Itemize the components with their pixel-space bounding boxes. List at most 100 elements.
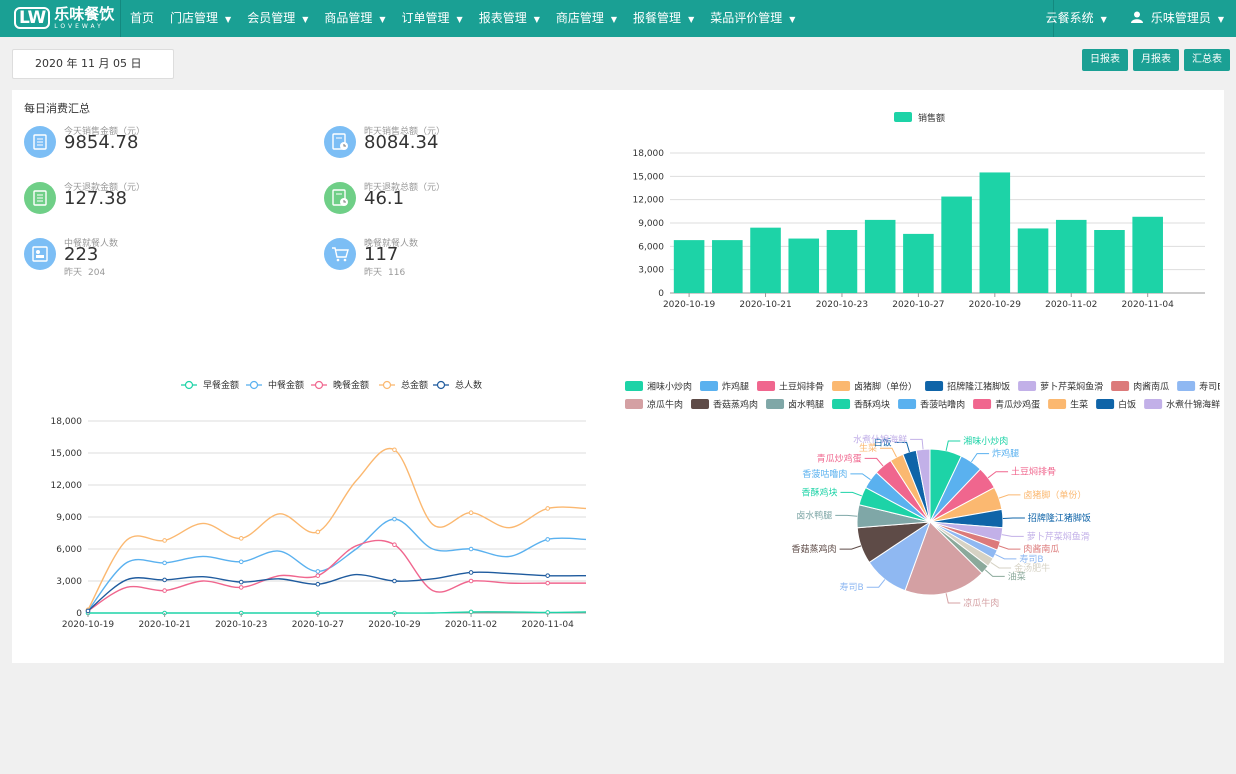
label-line	[998, 494, 1021, 499]
legend-item[interactable]: 晚餐金额	[311, 379, 369, 391]
legend-item[interactable]: 炸鸡腿	[700, 381, 749, 393]
brand-name-en: LOVEWAY	[54, 22, 104, 30]
x-tick-label: 2020-10-21	[739, 300, 791, 310]
legend-item[interactable]: 招牌隆江猪脚饭	[925, 381, 1010, 393]
slice-label: 白饭	[874, 436, 892, 448]
user-icon	[1130, 11, 1143, 23]
data-point	[162, 588, 167, 593]
nav-menu-label: 商品管理	[324, 11, 373, 25]
data-point	[392, 578, 397, 584]
brand-logo[interactable]: LW 乐味餐饮 LOVEWAY	[14, 6, 114, 30]
legend-item[interactable]: 土豆焖排骨	[757, 381, 824, 393]
nav-menu-item[interactable]: 首页	[122, 0, 162, 37]
legend-item[interactable]: 卤水鸭腿	[766, 399, 824, 411]
summary-title: 每日消费汇总	[24, 102, 90, 115]
data-point	[85, 608, 91, 614]
nav-menu-item[interactable]: 菜品评价管理 ▼	[702, 0, 803, 37]
nav-menu-item[interactable]: 会员管理 ▼	[239, 0, 316, 37]
legend-label: 晚餐金额	[333, 379, 369, 391]
label-line	[840, 491, 862, 497]
legend-item[interactable]: 总人数	[433, 379, 482, 391]
daily-report-button[interactable]: 日报表	[1082, 49, 1128, 71]
y-tick-label: 18,000	[51, 417, 83, 427]
data-point	[315, 581, 321, 587]
logo-mark: LW	[14, 7, 51, 29]
sales-bar-chart: 销售额 0 3,000 6,000 9,000 12,000 15,000 18,000 202…	[633, 112, 1205, 310]
legend-label: 水煮什锦海鲜	[1166, 399, 1220, 411]
chart-legend: 湘味小炒肉 炸鸡腿 土豆焖排骨 卤猪脚（单份） 招牌隆江猪脚饭 萝卜芹菜焖鱼滑 肉酱南瓜 寿司…	[625, 381, 1220, 411]
bar	[673, 240, 705, 293]
nav-menu-item[interactable]: 商店管理 ▼	[548, 0, 625, 37]
brand-name: 乐味餐饮	[54, 4, 115, 23]
stat-yesterday: 昨天 204	[64, 268, 106, 278]
slice-label: 炸鸡腿	[992, 448, 1019, 460]
series-line	[85, 516, 587, 614]
date-picker-input[interactable]: 2020 年 11 月 05 日	[12, 49, 174, 79]
main-menu: 首页 门店管理 ▼ 会员管理 ▼ 商品管理 ▼ 订单管理 ▼ 报表管理 ▼ 商店管理 ▼ 报餐管理 ▼ 菜品评…	[122, 0, 803, 37]
data-point	[315, 569, 321, 574]
legend-label: 香酥鸡块	[854, 399, 890, 411]
x-tick-label: 2020-11-02	[1045, 300, 1097, 310]
nav-menu-item[interactable]: 报餐管理 ▼	[625, 0, 702, 37]
slice-label: 香菇蒸鸡肉	[792, 543, 837, 555]
bar	[941, 196, 972, 293]
slice-label: 湘味小炒肉	[963, 435, 1008, 447]
legend-item[interactable]: 早餐金额	[181, 379, 239, 391]
chevron-down-icon: ▼	[688, 15, 695, 24]
legend-item[interactable]: 寿司B	[1177, 381, 1220, 393]
series-line	[85, 609, 587, 616]
legend-item[interactable]: 生菜	[1048, 399, 1088, 411]
chart-legend[interactable]: 销售额	[894, 112, 945, 124]
legend-label: 销售额	[918, 112, 945, 124]
legend-item[interactable]: 水煮什锦海鲜	[1144, 399, 1220, 411]
series-line	[85, 570, 587, 614]
legend-item[interactable]: 香酥鸡块	[832, 399, 890, 411]
nav-menu-item[interactable]: 门店管理 ▼	[162, 0, 239, 37]
monthly-report-button[interactable]: 月报表	[1133, 49, 1179, 71]
legend-label: 香菠咕噜肉	[920, 399, 965, 411]
legend-item[interactable]: 卤猪脚（单份）	[832, 381, 917, 393]
chevron-down-icon: ▼	[456, 15, 463, 24]
label-line	[990, 562, 1012, 569]
legend-item[interactable]: 香菇蒸鸡肉	[691, 399, 758, 411]
label-line	[864, 457, 884, 467]
system-menu[interactable]: 云餐系统 ▼	[1045, 11, 1107, 25]
stat-label: 晚餐就餐人数	[364, 239, 419, 249]
x-tick-label: 2020-10-27	[292, 620, 344, 630]
nav-menu-item[interactable]: 商品管理 ▼	[316, 0, 393, 37]
legend-item[interactable]: 总金额	[379, 379, 428, 391]
chevron-down-icon: ▼	[379, 15, 386, 24]
legend-item[interactable]: 香菠咕噜肉	[898, 399, 965, 411]
label-line	[835, 514, 858, 517]
legend-item[interactable]: 中餐金额	[246, 379, 304, 391]
legend-label: 早餐金额	[203, 379, 239, 391]
chevron-down-icon: ▼	[789, 15, 796, 24]
meal-amount-line-chart: 早餐金额 中餐金额 晚餐金额 总金额 总人数 0 3,000 6,000 9,000 12,000…	[51, 379, 587, 630]
legend-item[interactable]: 凉瓜牛肉	[625, 399, 683, 411]
stat-label: 中餐就餐人数	[64, 239, 119, 249]
legend-item[interactable]: 肉酱南瓜	[1111, 381, 1169, 393]
slice-label: 油菜	[1008, 570, 1026, 582]
label-line	[1001, 534, 1024, 537]
legend-item[interactable]: 青瓜炒鸡蛋	[973, 399, 1040, 411]
stat-value: 8084.34	[364, 132, 439, 153]
nav-menu-item[interactable]: 报表管理 ▼	[471, 0, 548, 37]
document-icon	[24, 182, 56, 214]
x-tick-label: 2020-10-23	[816, 300, 868, 310]
stat-label: 昨天退款总额（元）	[364, 183, 446, 193]
stat-label: 昨天销售总额（元）	[364, 127, 446, 137]
slice-label: 生菜	[859, 442, 877, 454]
bar	[1132, 216, 1163, 293]
nav-menu-label: 菜品评价管理	[710, 11, 783, 25]
user-menu[interactable]: 乐味管理员 ▼	[1119, 0, 1236, 37]
y-tick-label: 3,000	[56, 577, 82, 587]
legend-item[interactable]: 湘味小炒肉	[625, 381, 692, 393]
nav-menu-item[interactable]: 订单管理 ▼	[394, 0, 471, 37]
summary-report-button[interactable]: 汇总表	[1184, 49, 1230, 71]
chevron-down-icon: ▼	[225, 15, 232, 24]
legend-item[interactable]: 萝卜芹菜焖鱼滑	[1018, 381, 1103, 393]
data-point	[545, 573, 550, 578]
series-path	[88, 611, 587, 614]
legend-item[interactable]: 白饭	[1096, 399, 1136, 411]
y-tick-label: 0	[658, 289, 664, 299]
